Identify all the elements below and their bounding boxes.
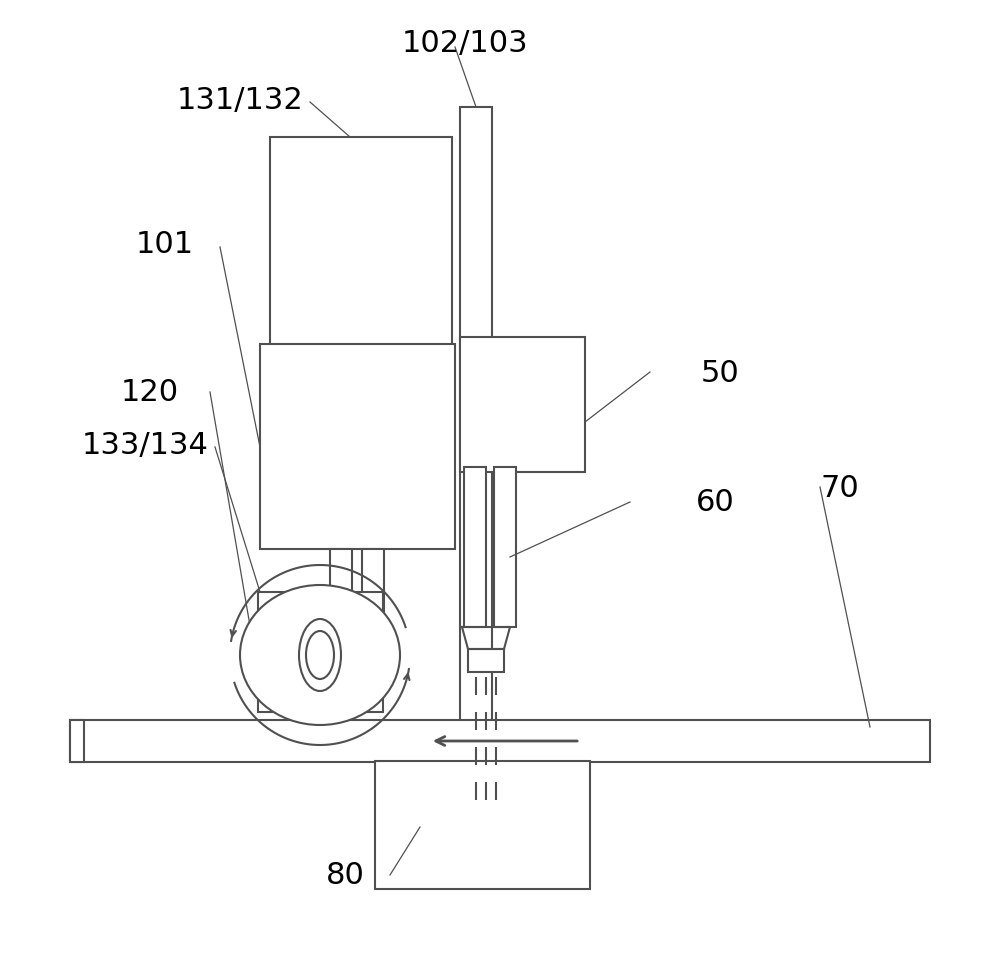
Text: 60: 60 <box>696 488 734 517</box>
Text: 131/132: 131/132 <box>177 86 303 115</box>
Bar <box>468 649 504 672</box>
Bar <box>460 337 585 472</box>
Bar <box>70 720 84 762</box>
Bar <box>464 467 486 627</box>
Ellipse shape <box>299 619 341 691</box>
Bar <box>362 549 384 647</box>
Text: 102/103: 102/103 <box>402 29 528 57</box>
Bar <box>460 107 492 807</box>
Text: 120: 120 <box>121 378 179 407</box>
Bar <box>494 467 516 627</box>
Bar <box>260 344 455 549</box>
Text: 70: 70 <box>821 474 859 502</box>
Bar <box>375 761 590 889</box>
Text: 80: 80 <box>326 861 364 890</box>
Text: 133/134: 133/134 <box>82 431 208 459</box>
Bar <box>330 549 352 647</box>
Bar <box>258 592 383 712</box>
Bar <box>270 137 452 347</box>
Ellipse shape <box>240 585 400 725</box>
Bar <box>70 720 930 762</box>
Text: 50: 50 <box>701 359 739 388</box>
Ellipse shape <box>306 631 334 679</box>
Text: 101: 101 <box>136 230 194 258</box>
